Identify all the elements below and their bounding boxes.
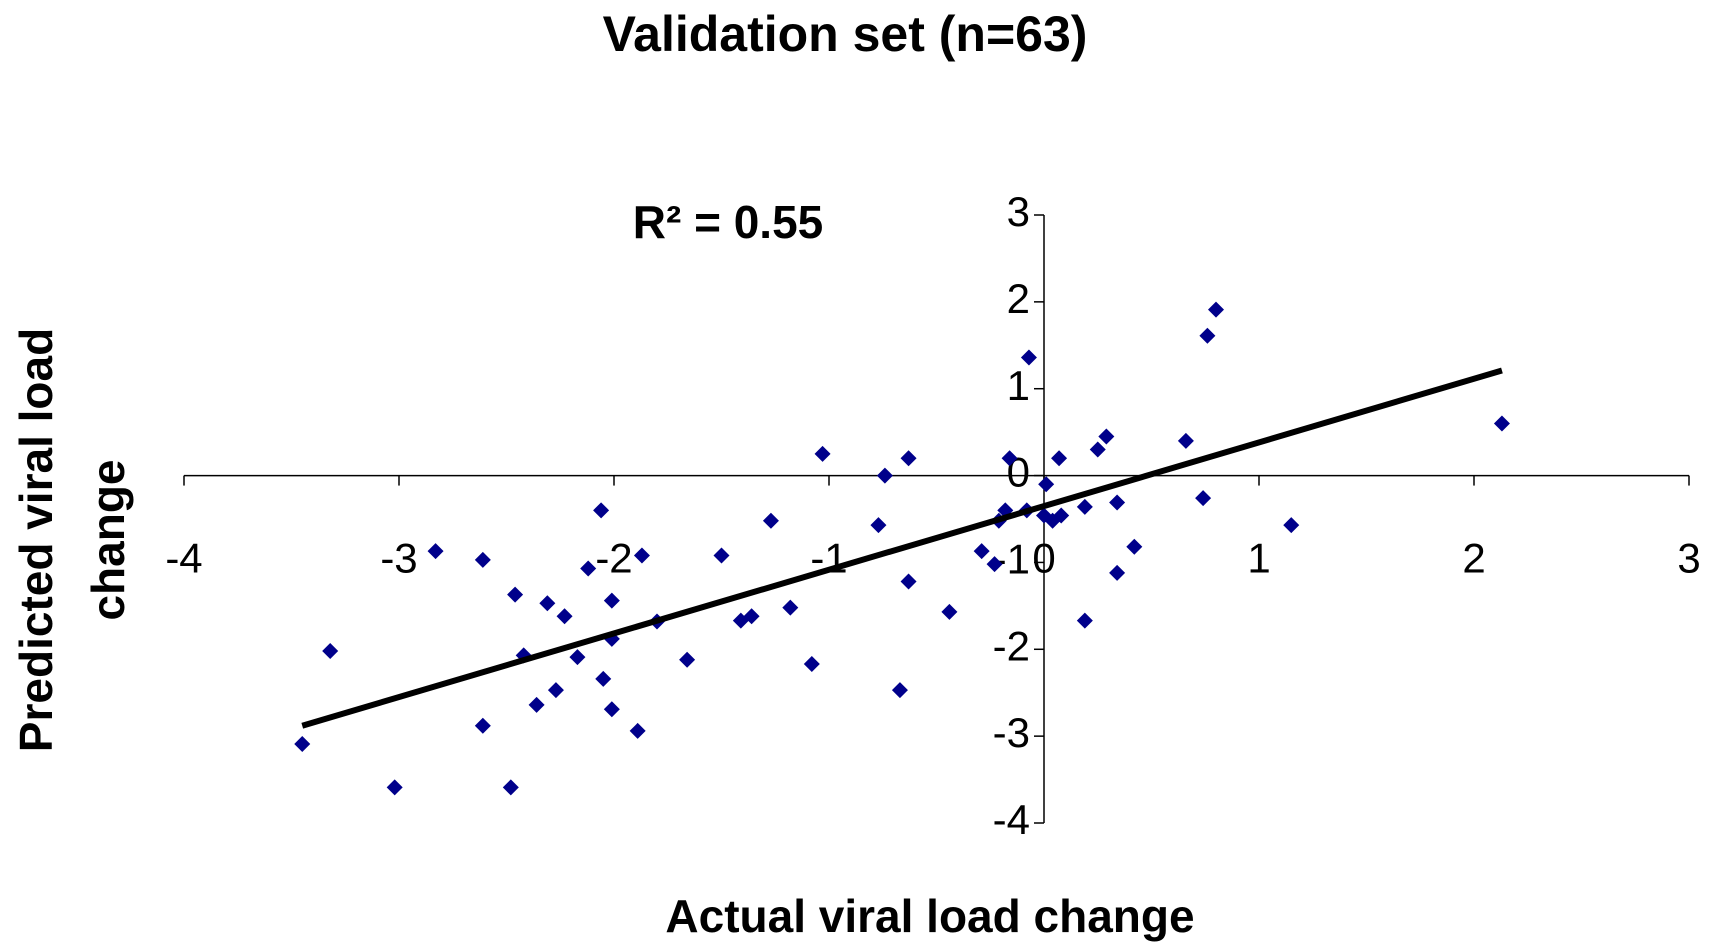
point [427,543,444,560]
x-tick-label: 2 [1462,535,1485,582]
x-tick-label: 1 [1247,535,1270,582]
x-tick-label: 0 [1032,535,1055,582]
point [986,556,1003,573]
point [1126,538,1143,555]
point [1020,349,1037,366]
y-tick-label: -3 [993,709,1030,756]
point [603,592,620,609]
y-axis-label: change [82,459,134,620]
x-axis-label: Actual viral load change [665,890,1194,942]
point [1001,450,1018,467]
y-axis-label: Predicted viral load [10,328,62,752]
point [900,573,917,590]
point [1199,327,1216,344]
point [528,696,545,713]
point [556,608,573,625]
x-tick-label: 3 [1677,535,1700,582]
point [870,517,887,534]
point [474,551,491,568]
point [713,547,730,564]
point [1177,432,1194,449]
point [900,450,917,467]
point [1089,441,1106,458]
point [580,560,597,577]
point [891,682,908,699]
point [1208,301,1224,318]
point [507,586,524,603]
point [1053,507,1070,524]
x-tick-label: -4 [165,535,202,582]
point [569,649,586,666]
y-tick-label: 3 [1007,188,1030,235]
point [1051,450,1068,467]
point [629,722,646,739]
point [1076,612,1093,629]
point [1195,490,1212,507]
y-tick-label: 2 [1007,275,1030,322]
annotation: R² = 0.55 [633,196,824,248]
point [1109,564,1126,581]
point [814,445,831,462]
x-tick-label: -3 [380,535,417,582]
point [539,595,556,612]
point [502,779,519,796]
point [876,467,893,484]
point [1109,494,1126,511]
point [743,608,760,625]
point [762,512,779,529]
point [1098,428,1115,445]
trend-line [301,367,1503,729]
point [782,599,799,616]
y-tick-label: 1 [1007,362,1030,409]
point [803,656,820,673]
point [1283,517,1300,534]
point [941,603,958,620]
point [595,670,612,687]
point [547,682,564,699]
point [1038,476,1055,493]
point [603,701,620,718]
point [294,735,311,752]
point [633,547,650,564]
point [386,779,403,796]
point [593,502,610,519]
chart-title: Validation set (n=63) [603,6,1088,62]
point [973,543,990,560]
y-tick-label: -2 [993,622,1030,669]
point [322,643,339,660]
y-tick-label: -4 [993,796,1030,843]
point [1076,498,1093,515]
y-tick-label: -1 [993,536,1030,583]
point [474,717,491,734]
point [1493,415,1510,432]
x-tick-label: -2 [595,535,632,582]
point [679,651,696,668]
